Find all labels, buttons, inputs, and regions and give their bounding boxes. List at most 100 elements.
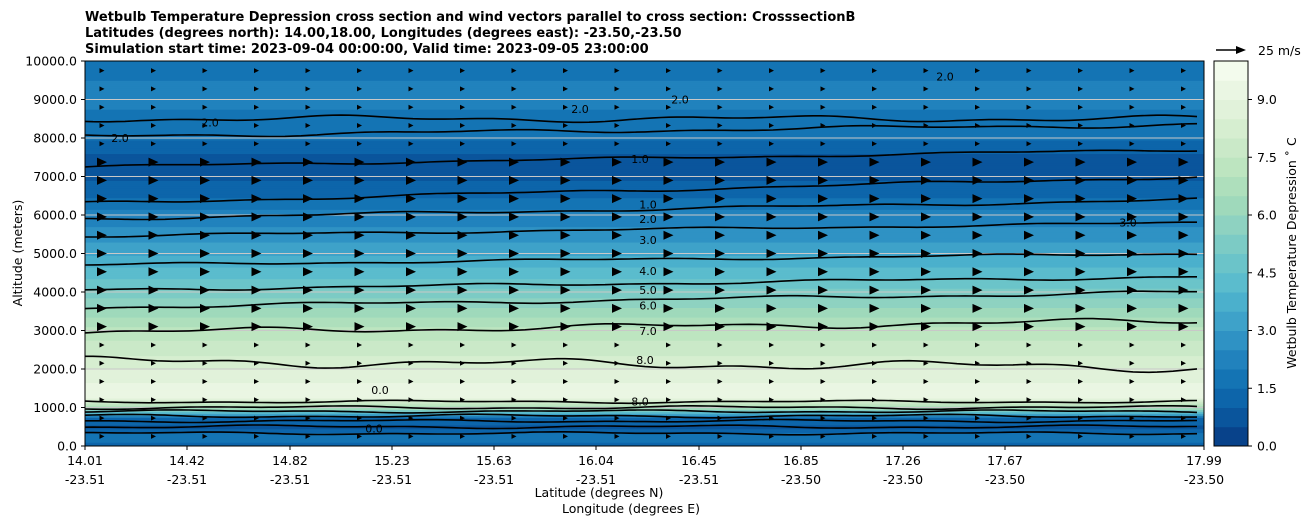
wind-vector bbox=[563, 360, 568, 366]
wind-vector bbox=[972, 285, 983, 295]
x-tick-label-lon: -23.51 bbox=[65, 472, 105, 487]
wind-vector bbox=[1024, 285, 1034, 295]
wind-vector bbox=[509, 175, 519, 185]
wind-vector bbox=[511, 141, 517, 147]
wind-vector bbox=[406, 212, 416, 222]
wind-vector bbox=[408, 397, 414, 403]
wind-vector bbox=[303, 303, 313, 313]
wind-vector bbox=[303, 267, 313, 277]
wind-vector bbox=[1026, 141, 1032, 147]
x-tick-label-lat: 17.26 bbox=[885, 453, 921, 468]
wind-vector bbox=[872, 68, 877, 74]
wind-vector bbox=[148, 322, 159, 332]
field-band bbox=[85, 407, 1204, 411]
wind-vector bbox=[460, 415, 465, 421]
wind-vector bbox=[457, 175, 468, 185]
wind-vector bbox=[872, 86, 877, 92]
wind-vector bbox=[717, 379, 723, 385]
wind-vector bbox=[1178, 157, 1189, 167]
wind-vector bbox=[460, 122, 465, 128]
field-band bbox=[85, 276, 1204, 280]
field-band bbox=[85, 141, 1204, 145]
field-band bbox=[85, 384, 1204, 387]
field-band bbox=[85, 241, 1204, 245]
wind-vector bbox=[1075, 230, 1086, 240]
field-band bbox=[85, 265, 1204, 268]
field-band bbox=[85, 213, 1204, 216]
wind-vector bbox=[305, 360, 311, 366]
field-band bbox=[85, 270, 1204, 274]
field-band bbox=[85, 380, 1204, 384]
wind-vector bbox=[354, 249, 365, 258]
wind-vector bbox=[509, 230, 519, 240]
wind-vector bbox=[663, 230, 674, 240]
wind-vector bbox=[1127, 212, 1137, 222]
contour-line bbox=[85, 405, 1198, 411]
wind-vector bbox=[921, 267, 931, 277]
wind-vector bbox=[612, 212, 622, 222]
wind-vector bbox=[1127, 322, 1137, 332]
x-tick-label-lat: 14.01 bbox=[67, 453, 103, 468]
colorbar-swatch bbox=[1214, 61, 1248, 81]
wind-vector bbox=[872, 342, 877, 348]
wind-vector bbox=[357, 379, 362, 385]
wind-vector bbox=[717, 342, 723, 348]
wind-vector bbox=[202, 86, 208, 92]
wind-vector bbox=[200, 194, 210, 204]
wind-vector bbox=[1178, 212, 1189, 222]
field-band bbox=[85, 309, 1204, 312]
field-band bbox=[85, 313, 1204, 316]
x-tick-label-lon: -23.50 bbox=[1184, 472, 1224, 487]
field-band bbox=[85, 170, 1204, 174]
wind-vector bbox=[305, 86, 311, 92]
wind-vector bbox=[1178, 303, 1189, 313]
wind-vector bbox=[921, 194, 931, 204]
wind-vector bbox=[1129, 86, 1135, 92]
contour-line bbox=[85, 149, 1198, 168]
colorbar-swatch bbox=[1214, 253, 1248, 274]
wind-vector bbox=[923, 342, 929, 348]
wind-vector bbox=[820, 68, 826, 74]
wind-vector bbox=[715, 212, 725, 222]
wind-vector bbox=[99, 433, 105, 439]
wind-vector bbox=[151, 379, 156, 385]
wind-vector bbox=[614, 86, 620, 92]
wind-vector bbox=[357, 141, 362, 147]
field-band bbox=[85, 238, 1204, 241]
wind-vector bbox=[1075, 285, 1086, 295]
wind-vector bbox=[254, 360, 259, 366]
field-band bbox=[85, 382, 1204, 385]
wind-vector bbox=[254, 379, 259, 385]
wind-vector bbox=[357, 397, 362, 403]
wind-vector bbox=[1181, 397, 1186, 403]
field-band bbox=[85, 164, 1204, 168]
wind-vector bbox=[820, 415, 826, 421]
wind-vector bbox=[509, 157, 519, 167]
wind-vector bbox=[305, 433, 311, 439]
wind-vector bbox=[148, 249, 159, 258]
wind-reference-key: 25 m/s bbox=[1216, 43, 1301, 58]
colorbar-swatch bbox=[1214, 272, 1248, 293]
contour-line bbox=[85, 221, 1197, 238]
wind-vector bbox=[460, 342, 465, 348]
wind-vector bbox=[354, 230, 365, 240]
colorbar-swatch bbox=[1214, 99, 1248, 120]
wind-vector bbox=[560, 267, 571, 277]
field-band bbox=[85, 367, 1204, 370]
wind-vector bbox=[1181, 68, 1186, 74]
wind-vector bbox=[99, 141, 105, 147]
contour-label: 2.0 bbox=[639, 213, 657, 226]
wind-vector bbox=[715, 175, 725, 185]
field-band bbox=[85, 101, 1204, 104]
field-band bbox=[85, 305, 1204, 308]
wind-vector bbox=[251, 303, 262, 313]
wind-vector bbox=[869, 212, 880, 222]
x-tick-label-lat: 15.63 bbox=[476, 453, 512, 468]
wind-vector bbox=[460, 141, 465, 147]
wind-vector bbox=[457, 285, 468, 295]
field-band bbox=[85, 134, 1204, 137]
x-tick-label-lon: -23.51 bbox=[270, 472, 310, 487]
x-tick-label-lat: 16.45 bbox=[681, 453, 717, 468]
wind-vector bbox=[869, 230, 880, 240]
field-band bbox=[85, 180, 1204, 183]
